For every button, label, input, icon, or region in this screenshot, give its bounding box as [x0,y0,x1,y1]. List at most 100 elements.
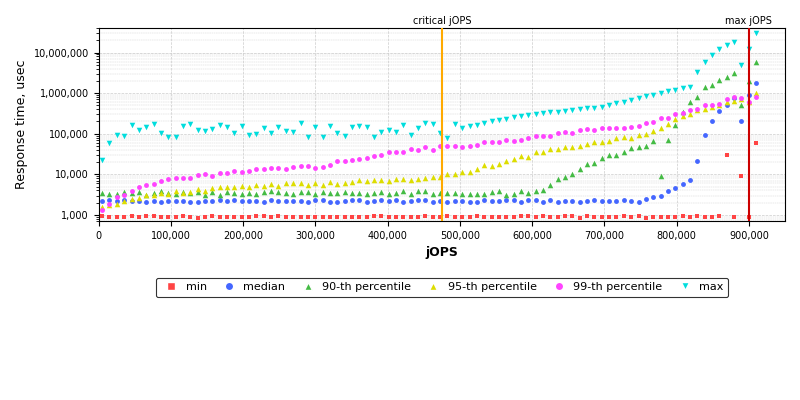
Point [316,134,329,140]
Point [742,78,755,84]
Point [625,97,638,103]
Point [530,197,542,203]
Point [125,190,138,196]
Point [353,176,366,183]
Point [346,157,358,164]
Point [221,184,234,190]
Point [154,178,167,184]
Point [302,134,314,140]
Point [133,127,146,134]
Point [279,180,292,186]
Point [441,143,454,150]
Point [140,182,153,188]
Point [551,130,564,136]
Point [676,181,689,188]
Point [390,197,402,204]
Point [140,213,153,219]
Point [191,214,204,221]
Point [654,193,667,199]
Point [434,190,446,196]
Point [683,99,696,105]
Point [235,182,248,189]
Point [191,186,204,192]
Point [537,133,550,139]
Point [331,198,344,205]
Point [514,153,527,159]
Point [397,122,410,128]
Point [632,132,645,139]
Point [544,132,557,139]
Point [662,137,674,143]
Point [426,214,439,220]
Point [720,73,733,80]
Point [96,213,109,220]
Point [669,185,682,191]
Point [368,190,381,197]
Point [728,214,741,220]
Point [191,199,204,205]
Point [618,213,630,219]
Point [669,122,682,128]
Point [235,191,248,198]
Point [662,121,674,128]
Point [683,107,696,114]
Point [566,130,579,136]
Point [323,178,336,185]
Point [177,174,190,181]
Point [426,173,439,180]
Point [602,125,615,132]
Point [632,95,645,101]
Point [551,213,564,220]
Point [309,180,322,186]
Point [530,188,542,194]
Point [434,198,446,204]
Point [566,144,579,150]
Point [177,213,190,220]
Point [632,122,645,129]
Point [103,191,116,198]
Point [368,177,381,184]
Point [147,213,160,220]
Point [250,131,263,138]
Point [118,214,130,220]
Point [683,84,696,90]
Point [154,198,167,205]
Point [331,130,344,136]
Point [632,213,645,220]
Point [493,188,506,195]
Point [103,202,116,208]
Point [228,184,241,190]
Point [206,185,218,192]
Point [323,190,336,196]
Point [544,109,557,116]
Point [544,146,557,153]
Point [125,122,138,128]
Point [162,134,174,140]
Point [294,180,307,186]
Point [242,168,255,175]
Point [654,172,667,179]
Point [654,214,667,220]
Point [647,194,660,200]
Point [713,46,726,53]
Point [720,99,733,106]
X-axis label: jOPS: jOPS [426,246,458,260]
Point [602,152,615,159]
Point [581,141,594,148]
Point [426,121,439,128]
Point [625,145,638,152]
Point [331,181,344,187]
Point [698,84,711,90]
Point [728,38,741,45]
Point [625,135,638,141]
Point [485,188,498,195]
Point [404,176,417,183]
Point [618,197,630,204]
Point [470,142,483,148]
Point [610,214,623,221]
Point [500,137,513,144]
Point [265,188,278,194]
Point [140,124,153,130]
Point [404,198,417,204]
Point [500,197,513,204]
